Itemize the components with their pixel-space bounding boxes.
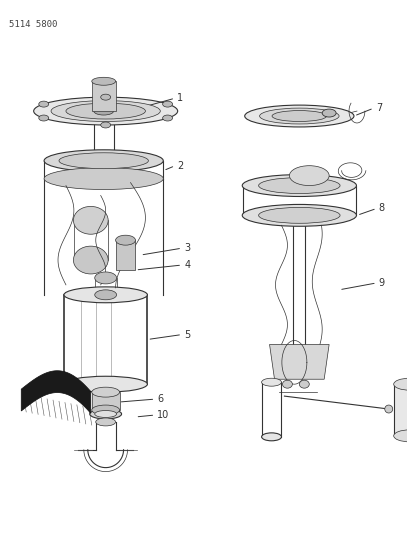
Ellipse shape xyxy=(289,166,329,185)
Ellipse shape xyxy=(272,110,327,122)
Ellipse shape xyxy=(64,376,147,392)
Ellipse shape xyxy=(44,168,163,190)
Ellipse shape xyxy=(64,287,147,303)
Bar xyxy=(92,81,115,111)
Ellipse shape xyxy=(101,94,111,100)
Ellipse shape xyxy=(282,380,293,388)
Ellipse shape xyxy=(95,410,117,417)
Text: 1: 1 xyxy=(177,93,183,103)
Ellipse shape xyxy=(163,101,173,107)
Text: 6: 6 xyxy=(157,394,164,404)
Ellipse shape xyxy=(394,430,408,442)
Ellipse shape xyxy=(92,77,115,85)
Ellipse shape xyxy=(95,290,117,300)
Text: 4: 4 xyxy=(184,260,190,270)
Bar xyxy=(92,392,120,410)
Ellipse shape xyxy=(242,205,357,227)
Ellipse shape xyxy=(90,409,122,419)
Ellipse shape xyxy=(59,153,149,168)
Ellipse shape xyxy=(394,378,408,390)
Ellipse shape xyxy=(115,235,135,245)
Ellipse shape xyxy=(163,115,173,121)
Ellipse shape xyxy=(245,105,354,127)
Ellipse shape xyxy=(385,405,393,413)
Ellipse shape xyxy=(101,122,111,128)
Text: 8: 8 xyxy=(379,204,385,213)
Ellipse shape xyxy=(262,378,282,386)
Text: 10: 10 xyxy=(157,410,170,420)
Ellipse shape xyxy=(51,101,160,122)
Ellipse shape xyxy=(39,115,49,121)
Ellipse shape xyxy=(44,150,163,172)
Ellipse shape xyxy=(92,387,120,397)
Bar xyxy=(394,384,408,436)
Ellipse shape xyxy=(73,206,108,234)
Ellipse shape xyxy=(299,380,309,388)
Ellipse shape xyxy=(322,109,336,117)
Text: 9: 9 xyxy=(379,278,385,288)
Polygon shape xyxy=(21,371,91,414)
Ellipse shape xyxy=(242,175,357,197)
Bar xyxy=(115,240,135,270)
Ellipse shape xyxy=(95,272,117,284)
Text: 5: 5 xyxy=(184,329,191,340)
Text: 2: 2 xyxy=(177,160,184,171)
Ellipse shape xyxy=(94,107,113,115)
Ellipse shape xyxy=(259,108,339,124)
Ellipse shape xyxy=(262,433,282,441)
Ellipse shape xyxy=(39,101,49,107)
Text: 5114 5800: 5114 5800 xyxy=(9,20,58,29)
Text: 7: 7 xyxy=(376,103,382,113)
Ellipse shape xyxy=(96,418,115,426)
Ellipse shape xyxy=(259,177,340,193)
Polygon shape xyxy=(270,344,329,379)
Ellipse shape xyxy=(92,405,120,415)
Ellipse shape xyxy=(73,246,108,274)
Ellipse shape xyxy=(66,103,145,119)
Ellipse shape xyxy=(259,207,340,223)
Text: 3: 3 xyxy=(184,243,190,253)
Ellipse shape xyxy=(34,97,177,125)
